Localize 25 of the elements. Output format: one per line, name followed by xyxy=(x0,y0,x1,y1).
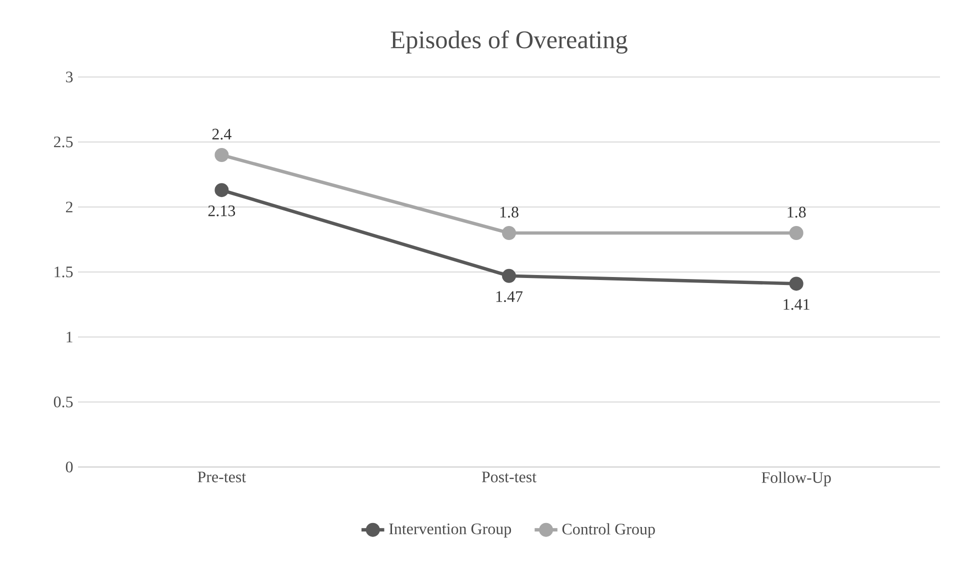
y-tick-label: 1 xyxy=(66,332,72,342)
point xyxy=(214,148,229,162)
y-tick-label: 2.5 xyxy=(54,136,73,148)
data-label: 2.13 xyxy=(208,205,236,216)
data-label: 1.8 xyxy=(500,206,518,218)
y-tick-label: 0.5 xyxy=(54,396,73,408)
data-label: 1.41 xyxy=(784,299,810,310)
y-tick-label: 0 xyxy=(66,462,73,472)
x-tick-label: Post-test xyxy=(482,472,536,482)
data-label: 1.8 xyxy=(788,206,806,218)
y-tick-label: 1.5 xyxy=(54,266,73,278)
y-tick-label: 2 xyxy=(66,202,72,212)
legend-label: Intervention Group xyxy=(389,524,512,538)
point xyxy=(789,226,804,240)
legend-label: Control Group xyxy=(562,523,655,538)
point xyxy=(502,226,516,240)
point xyxy=(789,276,804,291)
x-tick-label: Pre-test xyxy=(198,472,246,482)
data-label: 1.47 xyxy=(496,291,523,302)
point xyxy=(502,268,516,283)
chart-title: Episodes of Overeating xyxy=(390,30,628,54)
data-label: 2.4 xyxy=(212,128,232,140)
y-tick-label: 3 xyxy=(66,72,73,82)
x-tick-label: Follow-Up xyxy=(762,472,831,486)
point xyxy=(214,183,229,198)
